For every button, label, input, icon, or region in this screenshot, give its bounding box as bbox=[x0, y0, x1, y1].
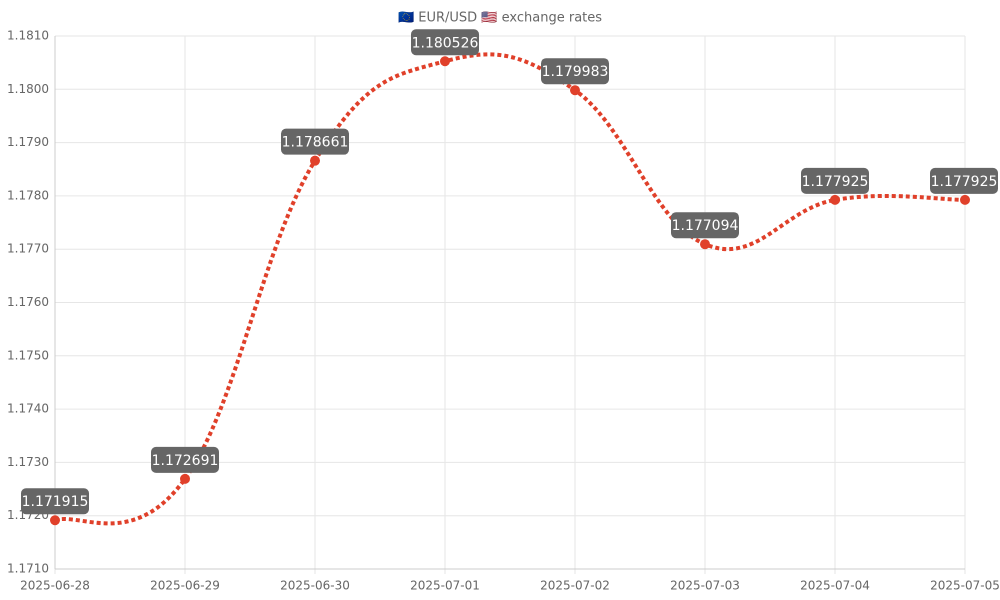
data-label: 1.177925 bbox=[801, 167, 869, 194]
data-label: 1.178661 bbox=[281, 128, 349, 155]
data-label: 1.177094 bbox=[671, 212, 739, 239]
point bbox=[830, 194, 840, 205]
data-label: 1.179983 bbox=[541, 58, 609, 85]
y-tick-label: 1.1760 bbox=[7, 295, 49, 309]
data-label-box bbox=[21, 488, 89, 515]
data-label-text: 1.171915 bbox=[22, 494, 89, 510]
point bbox=[960, 194, 970, 205]
x-tick-label: 2025-06-29 bbox=[150, 579, 220, 593]
x-tick-label: 2025-06-28 bbox=[20, 579, 90, 593]
data-label-text: 1.177925 bbox=[931, 174, 998, 190]
point bbox=[310, 155, 320, 166]
data-label-box bbox=[801, 167, 869, 194]
x-tick-label: 2025-07-01 bbox=[410, 579, 480, 593]
point bbox=[180, 473, 190, 484]
data-label-text: 1.177094 bbox=[672, 218, 739, 234]
data-label: 1.171915 bbox=[21, 488, 89, 515]
point bbox=[440, 56, 450, 67]
y-tick-label: 1.1800 bbox=[7, 82, 49, 96]
data-label-box bbox=[541, 58, 609, 85]
data-label-box bbox=[411, 29, 479, 56]
data-label: 1.180526 bbox=[411, 29, 479, 56]
data-label-box bbox=[671, 212, 739, 239]
chart-title: 🇪🇺 EUR/USD 🇺🇸 exchange rates bbox=[398, 11, 602, 26]
y-tick-label: 1.1770 bbox=[7, 242, 49, 256]
data-label-text: 1.172691 bbox=[152, 453, 219, 469]
y-tick-label: 1.1810 bbox=[7, 29, 49, 43]
y-tick-label: 1.1780 bbox=[7, 188, 49, 202]
data-label-text: 1.177925 bbox=[802, 174, 869, 190]
x-tick-label: 2025-07-02 bbox=[540, 579, 610, 593]
data-label: 1.177925 bbox=[930, 167, 998, 194]
y-tick-label: 1.1790 bbox=[7, 135, 49, 149]
point bbox=[50, 515, 60, 526]
data-label-text: 1.178661 bbox=[282, 135, 349, 151]
data-label-text: 1.179983 bbox=[542, 64, 609, 80]
x-tick-label: 2025-07-03 bbox=[670, 579, 740, 593]
y-tick-label: 1.1750 bbox=[7, 348, 49, 362]
point bbox=[570, 85, 580, 96]
y-tick-label: 1.1740 bbox=[7, 402, 49, 416]
y-tick-label: 1.1710 bbox=[7, 562, 49, 576]
y-tick-label: 1.1730 bbox=[7, 455, 49, 469]
data-label-box bbox=[151, 446, 219, 473]
data-label: 1.172691 bbox=[151, 446, 219, 473]
x-tick-label: 2025-07-04 bbox=[800, 579, 870, 593]
data-label-text: 1.180526 bbox=[412, 35, 479, 51]
point bbox=[700, 239, 710, 250]
x-tick-label: 2025-07-05 bbox=[930, 579, 1000, 593]
x-tick-label: 2025-06-30 bbox=[280, 579, 350, 593]
data-label-box bbox=[281, 128, 349, 155]
data-label-box bbox=[930, 167, 998, 194]
